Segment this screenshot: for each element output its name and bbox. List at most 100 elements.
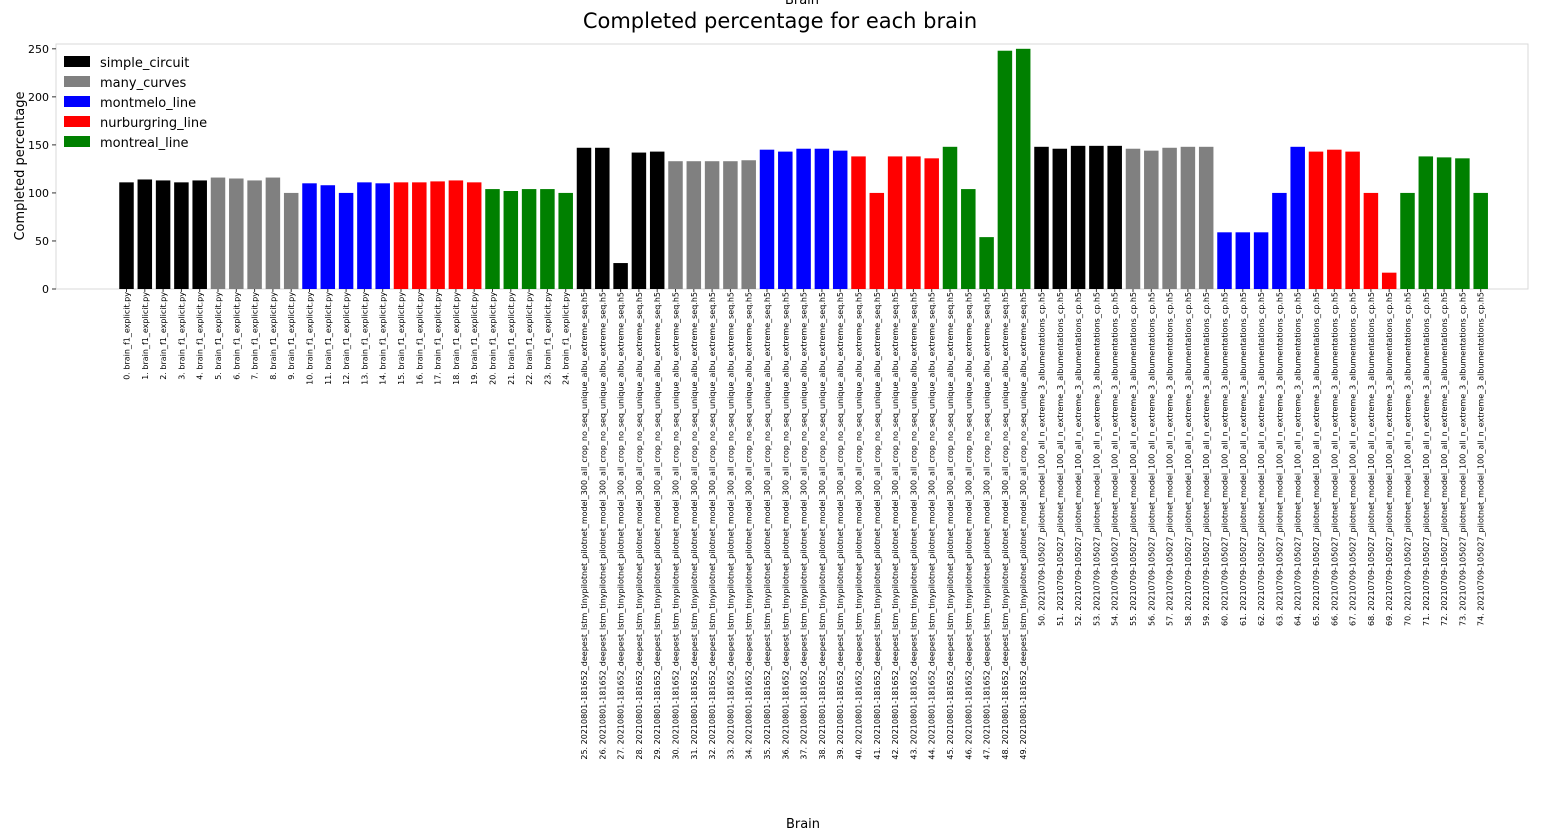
bar	[1272, 192, 1287, 289]
bar	[1162, 147, 1177, 289]
bar	[192, 180, 207, 289]
y-axis-label: Completed percentage	[13, 91, 28, 240]
x-tick-label: 70. 20210709-105027_pilotnet_model_100_a…	[1404, 292, 1413, 626]
bar	[1253, 232, 1269, 289]
bar	[320, 185, 336, 289]
x-tick-label: 73. 20210709-105027_pilotnet_model_100_a…	[1458, 292, 1467, 626]
x-tick-label: 60. 20210709-105027_pilotnet_model_100_a…	[1221, 292, 1230, 626]
bar	[814, 148, 830, 289]
legend-label: montmelo_line	[100, 96, 196, 111]
y-axis: 0 50 100 150 200 250	[28, 43, 56, 296]
x-tick-label: 33. 20210801-181652_deepest_lstm_tinypil…	[726, 292, 735, 760]
bar	[247, 180, 262, 289]
bar	[1107, 145, 1122, 289]
x-tick-label: 5. brain_f1_explicit.py	[214, 292, 223, 380]
bar	[521, 189, 537, 289]
bar	[796, 148, 811, 289]
x-tick-label: 63. 20210709-105027_pilotnet_model_100_a…	[1275, 292, 1284, 626]
bar	[613, 263, 628, 289]
bar	[979, 237, 994, 289]
x-tick-label: 26. 20210801-181652_deepest_lstm_tinypil…	[598, 292, 607, 760]
x-tick-label: 68. 20210709-105027_pilotnet_model_100_a…	[1367, 292, 1376, 626]
bar	[1400, 192, 1415, 289]
legend-swatch	[64, 56, 90, 67]
bar	[961, 189, 976, 289]
x-tick-label: 65. 20210709-105027_pilotnet_model_100_a…	[1312, 292, 1321, 626]
bar	[1180, 146, 1196, 289]
top-axis-label: Brain	[785, 0, 819, 8]
bar	[375, 183, 390, 289]
bar	[1217, 232, 1232, 289]
x-tick-label: 71. 20210709-105027_pilotnet_model_100_a…	[1422, 292, 1431, 626]
x-tick-label: 35. 20210801-181652_deepest_lstm_tinypil…	[763, 292, 772, 760]
x-axis-tick-labels: 0. brain_f1_explicit.py 1. brain_f1_expli…	[123, 289, 1486, 760]
bar	[1034, 146, 1049, 289]
bar	[430, 181, 445, 289]
x-tick-label: 52. 20210709-105027_pilotnet_model_100_a…	[1074, 292, 1083, 626]
x-tick-label: 20. brain_f1_explicit.py	[489, 292, 498, 385]
x-tick-label: 74. 20210709-105027_pilotnet_model_100_a…	[1477, 292, 1486, 626]
y-tick-label: 0	[42, 283, 49, 296]
legend-swatch	[64, 136, 90, 147]
bar	[723, 161, 738, 289]
x-tick-label: 54. 20210709-105027_pilotnet_model_100_a…	[1111, 292, 1120, 626]
x-tick-label: 30. 20210801-181652_deepest_lstm_tinypil…	[672, 292, 681, 760]
bar	[229, 178, 244, 289]
x-tick-label: 43. 20210801-181652_deepest_lstm_tinypil…	[909, 292, 918, 760]
bar	[906, 156, 921, 289]
bar	[540, 189, 555, 289]
bar	[1070, 145, 1086, 289]
x-tick-label: 44. 20210801-181652_deepest_lstm_tinypil…	[928, 292, 937, 760]
bar	[466, 182, 482, 289]
bar	[924, 158, 939, 289]
bar	[412, 182, 427, 289]
bar	[576, 147, 592, 289]
bar	[1381, 272, 1397, 289]
bar	[631, 152, 647, 289]
x-tick-label: 14. brain_f1_explicit.py	[379, 292, 388, 385]
x-tick-label: 13. brain_f1_explicit.py	[360, 292, 369, 385]
x-tick-label: 48. 20210801-181652_deepest_lstm_tinypil…	[1001, 292, 1010, 760]
legend-label: nurburgring_line	[100, 116, 207, 131]
x-tick-label: 49. 20210801-181652_deepest_lstm_tinypil…	[1019, 292, 1028, 760]
bar	[942, 146, 958, 289]
x-tick-label: 38. 20210801-181652_deepest_lstm_tinypil…	[818, 292, 827, 760]
bar	[1345, 151, 1360, 289]
bar	[155, 180, 171, 289]
bar	[832, 150, 848, 289]
x-tick-label: 57. 20210709-105027_pilotnet_model_100_a…	[1166, 292, 1175, 626]
legend-swatch	[64, 76, 90, 87]
x-tick-label: 41. 20210801-181652_deepest_lstm_tinypil…	[873, 292, 882, 760]
x-tick-label: 39. 20210801-181652_deepest_lstm_tinypil…	[836, 292, 845, 760]
bar	[558, 192, 573, 289]
bar	[1015, 48, 1031, 289]
x-tick-label: 62. 20210709-105027_pilotnet_model_100_a…	[1257, 292, 1266, 626]
bar	[1473, 192, 1488, 289]
x-tick-label: 36. 20210801-181652_deepest_lstm_tinypil…	[781, 292, 790, 760]
x-tick-label: 10. brain_f1_explicit.py	[306, 292, 315, 385]
x-tick-label: 18. brain_f1_explicit.py	[452, 292, 461, 385]
x-tick-label: 64. 20210709-105027_pilotnet_model_100_a…	[1294, 292, 1303, 626]
x-tick-label: 27. 20210801-181652_deepest_lstm_tinypil…	[617, 292, 626, 760]
x-tick-label: 7. brain_f1_explicit.py	[251, 292, 260, 380]
legend-label: simple_circuit	[100, 56, 189, 71]
bar	[741, 160, 756, 289]
bar	[759, 149, 775, 289]
x-tick-label: 23. brain_f1_explicit.py	[543, 292, 552, 385]
bar	[704, 161, 720, 289]
x-tick-label: 69. 20210709-105027_pilotnet_model_100_a…	[1385, 292, 1394, 626]
bar	[174, 182, 189, 289]
bar	[997, 50, 1013, 289]
x-tick-label: 21. brain_f1_explicit.py	[507, 292, 516, 385]
x-tick-label: 58. 20210709-105027_pilotnet_model_100_a…	[1184, 292, 1193, 626]
x-tick-label: 9. brain_f1_explicit.py	[287, 292, 296, 380]
bar	[1455, 158, 1470, 289]
x-tick-label: 19. brain_f1_explicit.py	[470, 292, 479, 385]
x-tick-label: 47. 20210801-181652_deepest_lstm_tinypil…	[983, 292, 992, 760]
x-tick-label: 3. brain_f1_explicit.py	[177, 292, 186, 380]
bar	[1327, 149, 1342, 289]
bar	[302, 183, 317, 289]
legend-swatch	[64, 116, 90, 127]
bar	[595, 147, 610, 289]
